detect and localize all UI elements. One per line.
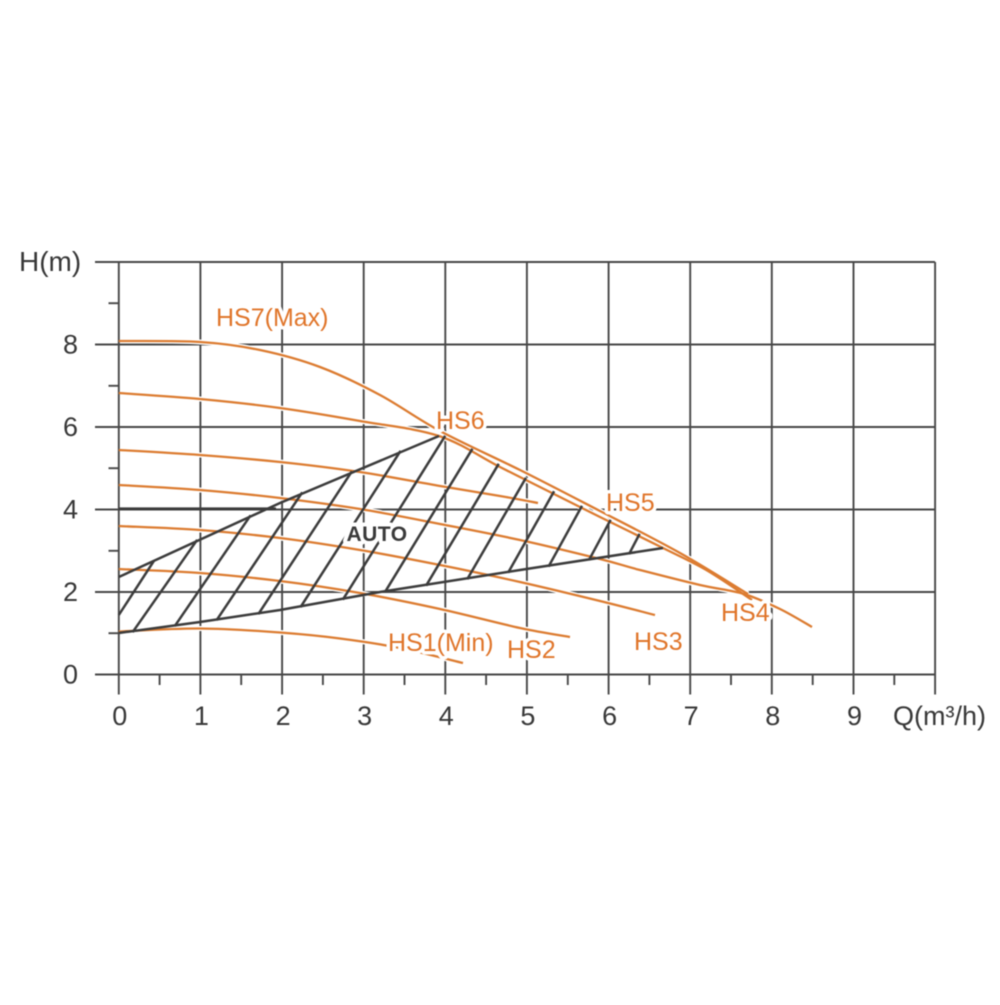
svg-text:6: 6 [63,412,78,442]
svg-text:1: 1 [194,701,209,731]
svg-text:HS2: HS2 [507,636,556,664]
svg-text:6: 6 [602,701,617,731]
svg-text:7: 7 [684,701,699,731]
svg-text:4: 4 [63,495,78,525]
svg-text:4: 4 [439,701,454,731]
svg-text:HS4: HS4 [721,599,770,627]
svg-text:2: 2 [63,577,78,607]
svg-text:8: 8 [765,701,780,731]
svg-text:8: 8 [63,330,78,360]
svg-text:H(m): H(m) [19,246,81,277]
svg-text:0: 0 [63,660,78,690]
svg-text:9: 9 [847,701,862,731]
svg-text:HS5: HS5 [606,489,655,517]
svg-text:5: 5 [520,701,535,731]
svg-text:3: 3 [357,701,372,731]
svg-text:HS7(Max): HS7(Max) [216,304,329,332]
svg-text:HS1(Min): HS1(Min) [388,629,494,657]
svg-text:0: 0 [112,701,127,731]
svg-text:2: 2 [276,701,291,731]
svg-text:Q(m³/h): Q(m³/h) [893,701,986,731]
svg-text:AUTO: AUTO [346,523,407,546]
svg-text:HS6: HS6 [436,407,485,435]
svg-text:HS3: HS3 [634,628,683,656]
